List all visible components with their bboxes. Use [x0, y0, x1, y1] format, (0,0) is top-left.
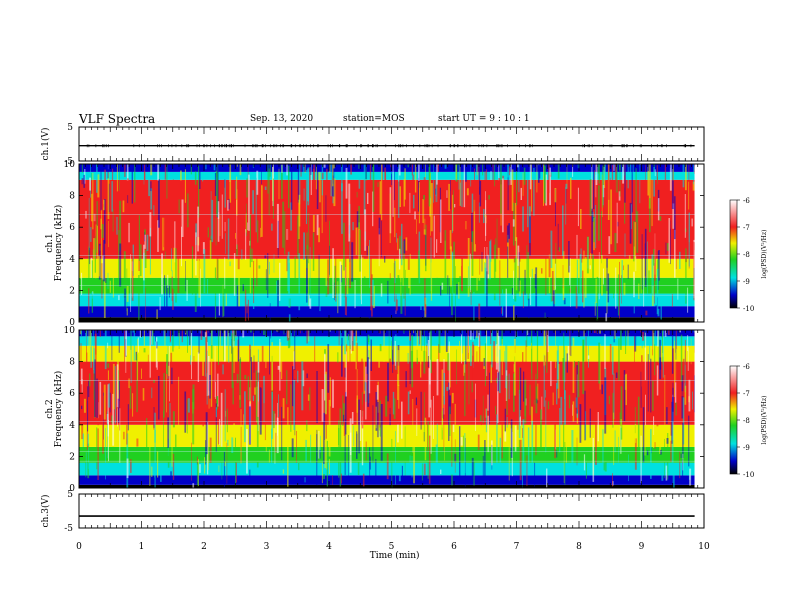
frequency-band-8 — [79, 330, 695, 337]
y-tick-label: 8 — [69, 192, 75, 202]
y-tick-label: 8 — [69, 358, 75, 368]
x-tick-label: 1 — [139, 542, 145, 552]
x-tick-label: 3 — [264, 542, 270, 552]
colorbar-tick-label: -7 — [743, 390, 750, 398]
y-tick-label: 10 — [64, 160, 76, 170]
frequency-band-0 — [79, 317, 695, 322]
waveform-panel-ch3 — [79, 493, 695, 529]
frequency-band-1 — [79, 475, 695, 485]
frequency-band-6 — [79, 171, 695, 180]
y-tick-label: 0 — [69, 318, 75, 328]
y-axis-label: Frequency (kHz) — [53, 205, 64, 282]
colorbar-tick-label: -10 — [743, 471, 754, 479]
frequency-band-2 — [79, 293, 695, 307]
chart-title: VLF Spectra — [79, 112, 156, 126]
colorbar-tick-label: -8 — [743, 251, 750, 259]
x-axis-label: Time (min) — [370, 550, 420, 561]
y-tick-label: 4 — [69, 421, 75, 431]
frequency-band-7 — [79, 336, 695, 346]
x-tick-label: 5 — [389, 542, 395, 552]
y-tick-label: -5 — [64, 524, 73, 534]
y-tick-label: 6 — [69, 223, 75, 233]
colorbar-tick-label: -6 — [743, 363, 750, 371]
spectrogram-texture — [79, 330, 696, 488]
colorbar — [729, 199, 740, 309]
y-tick-label: 6 — [69, 389, 75, 399]
colorbar-tick-label: -6 — [743, 197, 750, 205]
no-data-region — [694, 164, 704, 322]
colorbar-tick-label: -7 — [743, 224, 750, 232]
frequency-band-4 — [79, 258, 695, 278]
y-axis-label: ch.1(V) — [40, 128, 51, 161]
x-tick-label: 10 — [698, 542, 710, 552]
colorbar-label: log(PSD)(V²/Hz) — [761, 396, 768, 445]
x-tick-label: 6 — [451, 542, 457, 552]
colorbar-tick-label: -10 — [743, 305, 754, 313]
frequency-band-7 — [79, 164, 695, 172]
y-tick-label: 4 — [69, 255, 75, 265]
time-ticks — [78, 330, 705, 488]
waveform-panel-ch1 — [79, 126, 695, 162]
x-tick-label: 4 — [326, 542, 332, 552]
date-label: Sep. 13, 2020 — [250, 114, 314, 124]
x-tick-label: 0 — [76, 542, 82, 552]
panels-layer — [78, 126, 740, 529]
y-axis-label: ch.1 — [45, 233, 55, 252]
frequency-band-0 — [79, 484, 695, 488]
y-tick-label: -5 — [64, 157, 73, 167]
colorbar-scale — [729, 199, 738, 309]
y-axis-label: ch.2 — [45, 399, 55, 418]
time-ticks — [78, 127, 705, 161]
y-tick-label: 5 — [67, 490, 73, 500]
time-ticks — [78, 164, 705, 322]
time-ticks — [78, 494, 705, 528]
x-tick-label: 2 — [201, 542, 207, 552]
y-tick-label: 2 — [69, 286, 75, 296]
colorbar-scale — [729, 365, 738, 475]
colorbar — [729, 365, 740, 475]
spectrogram-ch2 — [79, 329, 704, 489]
start-time-label: start UT = 9 : 10 : 1 — [438, 114, 530, 124]
x-tick-label: 8 — [576, 542, 582, 552]
y-tick-label: 0 — [69, 484, 75, 494]
station-label: station=MOS — [343, 114, 405, 124]
frequency-band-1 — [79, 306, 695, 318]
y-tick-label: 10 — [64, 326, 76, 336]
spectrogram-ch1 — [79, 163, 704, 323]
y-axis-label: Frequency (kHz) — [53, 371, 64, 448]
spectrogram-texture — [80, 164, 696, 322]
y-tick-label: 2 — [69, 452, 75, 462]
x-tick-label: 7 — [514, 542, 520, 552]
y-axis-label: ch.3(V) — [40, 495, 51, 528]
no-data-region — [694, 330, 704, 488]
colorbar-tick-label: -9 — [743, 278, 750, 286]
colorbar-label: log(PSD)(V²/Hz) — [761, 230, 768, 279]
x-tick-label: 9 — [639, 542, 645, 552]
colorbar-tick-label: -9 — [743, 444, 750, 452]
frequency-band-4 — [79, 424, 695, 447]
y-tick-label: 5 — [67, 123, 73, 133]
colorbar-tick-label: -8 — [743, 417, 750, 425]
